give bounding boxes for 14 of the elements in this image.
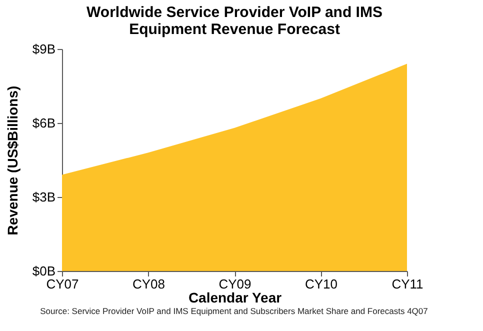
y-tick-label: $9B (32, 42, 56, 56)
y-tick-label: $0B (32, 264, 56, 278)
x-tick-label: CY10 (304, 276, 338, 292)
x-tick-label: CY07 (46, 276, 79, 292)
y-tick-label: $6B (32, 116, 56, 130)
y-tick-label: $3B (32, 190, 56, 204)
x-tick-label: CY11 (392, 276, 424, 292)
x-axis-title: Calendar Year (188, 290, 282, 306)
x-tick-label: CY08 (132, 276, 166, 292)
source-note: Source: Service Provider VoIP and IMS Equipment and Subscribers Market Share and Forecasts 4Q07 (40, 306, 428, 316)
y-axis-title: Revenue (US$Billions) (4, 86, 20, 236)
x-tick-label: CY09 (218, 276, 252, 292)
text: Worldwide Service Provider VoIP and IMS (86, 4, 382, 21)
text: Equipment Revenue Forecast (129, 21, 340, 38)
